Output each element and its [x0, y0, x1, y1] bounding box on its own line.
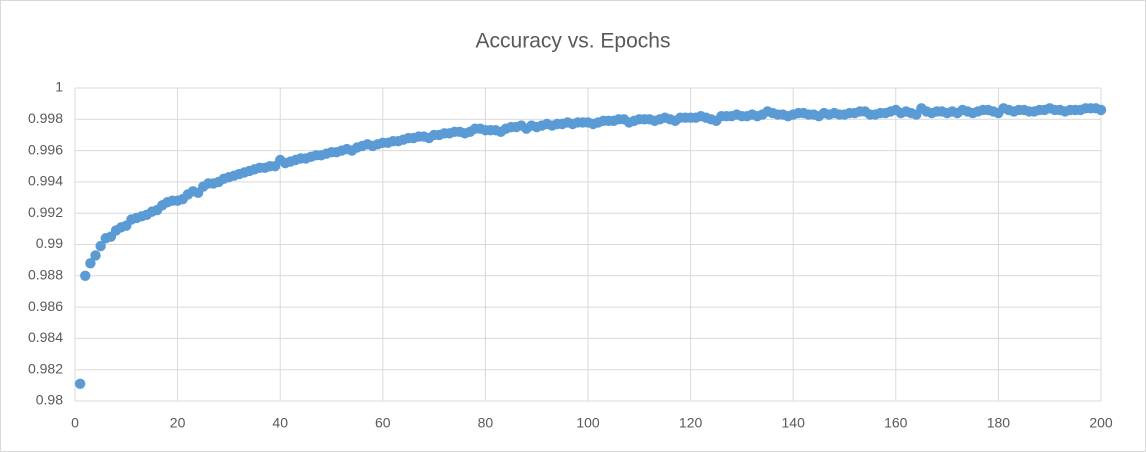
x-tick-label: 200	[1089, 415, 1113, 431]
y-tick-label: 1	[55, 79, 63, 95]
point	[80, 270, 91, 281]
point	[85, 258, 96, 269]
y-tick-label: 0.996	[28, 141, 63, 157]
y-tick-label: 0.998	[28, 110, 63, 126]
y-tick-label: 0.986	[28, 298, 63, 314]
y-tick-label: 0.982	[28, 360, 63, 376]
point	[1095, 104, 1107, 116]
x-tick-label: 180	[987, 415, 1011, 431]
tick-labels: 0.98 0.982 0.984 0.986 0.988 0.99 0.992 0.994 0.…	[28, 79, 1113, 431]
x-tick-label: 100	[576, 415, 600, 431]
x-tick-label: 20	[170, 415, 186, 431]
x-tick-label: 140	[782, 415, 806, 431]
point	[90, 250, 101, 261]
x-tick-label: 160	[884, 415, 908, 431]
points	[74, 103, 1107, 389]
y-tick-label: 0.98	[36, 392, 63, 408]
grid	[74, 87, 1102, 402]
x-tick-label: 60	[375, 415, 391, 431]
y-tick-label: 0.992	[28, 204, 63, 220]
point	[95, 240, 106, 252]
y-tick-label: 0.994	[28, 173, 63, 189]
y-tick-label: 0.99	[36, 235, 63, 251]
x-tick-label: 0	[71, 415, 79, 431]
x-tick-label: 80	[478, 415, 494, 431]
point	[74, 378, 86, 389]
x-tick-label: 40	[272, 415, 288, 431]
x-tick-label: 120	[679, 415, 703, 431]
y-tick-label: 0.984	[28, 329, 63, 345]
chart-title: Accuracy vs. Epochs	[476, 30, 671, 53]
y-tick-label: 0.988	[28, 267, 63, 283]
